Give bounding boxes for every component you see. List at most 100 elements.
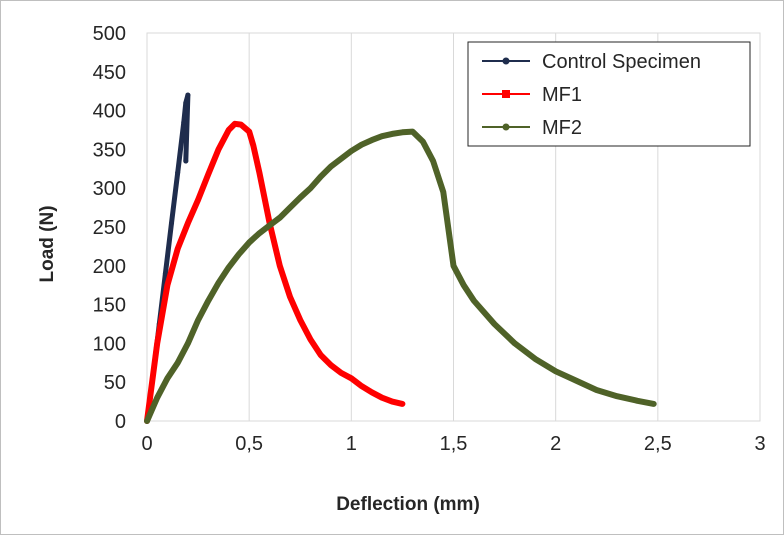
data-point	[287, 205, 293, 211]
data-point	[328, 163, 334, 169]
data-point	[164, 282, 170, 288]
data-point	[297, 317, 303, 323]
data-point	[183, 100, 189, 106]
data-point	[277, 263, 283, 269]
data-point	[573, 378, 579, 384]
x-tick-label: 0,5	[235, 433, 263, 455]
data-point	[250, 143, 256, 149]
y-tick-label: 0	[115, 411, 126, 433]
x-tick-label: 0	[141, 433, 152, 455]
data-point	[216, 146, 222, 152]
x-tick-label: 2	[550, 433, 561, 455]
y-tick-label: 150	[93, 295, 126, 317]
data-point	[246, 240, 252, 246]
y-tick-label: 500	[93, 23, 126, 45]
y-tick-label: 100	[93, 333, 126, 355]
data-point	[181, 119, 187, 125]
data-point	[307, 337, 313, 343]
x-axis-ticks: 0 0,5 1 1,5 2 2,5 3	[141, 433, 765, 455]
data-point	[195, 197, 201, 203]
data-point	[348, 148, 354, 154]
y-tick-label: 200	[93, 256, 126, 278]
data-point	[154, 340, 160, 346]
data-point	[328, 362, 334, 368]
data-point	[430, 158, 436, 164]
legend-item: MF2	[482, 117, 582, 139]
series-mf1	[144, 120, 406, 424]
legend-label: MF1	[542, 84, 582, 106]
data-point	[185, 340, 191, 346]
y-tick-label: 450	[93, 62, 126, 84]
legend-label: Control Specimen	[542, 51, 701, 73]
data-point	[164, 375, 170, 381]
data-point	[216, 280, 222, 286]
plot-area	[146, 32, 761, 422]
data-point	[614, 393, 620, 399]
data-point	[195, 317, 201, 323]
y-axis-title: Load (N)	[37, 205, 58, 282]
data-point	[348, 375, 354, 381]
data-point	[379, 395, 385, 401]
data-point	[399, 129, 405, 135]
legend-item: Control Specimen	[482, 51, 701, 73]
data-point	[420, 139, 426, 145]
data-point	[461, 282, 467, 288]
data-point	[389, 399, 395, 405]
data-point	[277, 215, 283, 221]
data-point	[369, 137, 375, 143]
series-mf2	[144, 128, 657, 424]
data-point	[226, 127, 232, 133]
x-tick-label: 2,5	[644, 433, 672, 455]
data-point	[256, 170, 262, 176]
data-point	[410, 129, 416, 135]
series-group	[144, 92, 657, 424]
data-point	[256, 230, 262, 236]
legend: Control Specimen MF1 MF2	[467, 41, 751, 147]
legend-marker	[502, 90, 510, 98]
y-tick-label: 350	[93, 139, 126, 161]
series-line	[144, 120, 406, 424]
data-point	[338, 156, 344, 162]
legend-marker	[502, 57, 510, 65]
data-point	[359, 383, 365, 389]
data-point	[185, 92, 191, 98]
data-point	[175, 360, 181, 366]
data-point	[154, 395, 160, 401]
data-point	[205, 171, 211, 177]
legend-label: MF2	[542, 117, 582, 139]
data-point	[379, 133, 385, 139]
data-point	[451, 263, 456, 269]
data-point	[553, 368, 559, 374]
x-axis-title: Deflection (mm)	[336, 494, 480, 515]
data-point	[226, 264, 232, 270]
data-point	[359, 142, 365, 148]
data-point	[651, 401, 657, 407]
data-point	[246, 129, 252, 135]
data-point	[144, 418, 150, 424]
data-point	[169, 220, 175, 226]
data-point	[185, 220, 191, 226]
x-tick-label: 3	[754, 433, 765, 455]
y-axis-ticks: 0 50 100 150 200 250 300 350 400 450 500	[93, 23, 126, 433]
series-line	[144, 128, 657, 424]
data-point	[287, 294, 293, 300]
data-point	[440, 189, 446, 195]
data-point	[512, 340, 518, 346]
data-point	[634, 398, 640, 404]
y-tick-label: 250	[93, 217, 126, 239]
x-tick-label: 1,5	[440, 433, 468, 455]
data-point	[175, 246, 181, 252]
data-point	[369, 389, 375, 395]
y-tick-label: 50	[104, 372, 126, 394]
data-point	[532, 356, 538, 362]
data-point	[236, 251, 242, 257]
data-point	[389, 131, 395, 137]
data-point	[238, 122, 244, 128]
data-point	[232, 121, 238, 127]
x-tick-label: 1	[346, 433, 357, 455]
data-point	[471, 298, 477, 304]
data-point	[297, 195, 303, 201]
data-point	[205, 298, 211, 304]
legend-item: MF1	[482, 84, 582, 106]
data-point	[318, 352, 324, 358]
